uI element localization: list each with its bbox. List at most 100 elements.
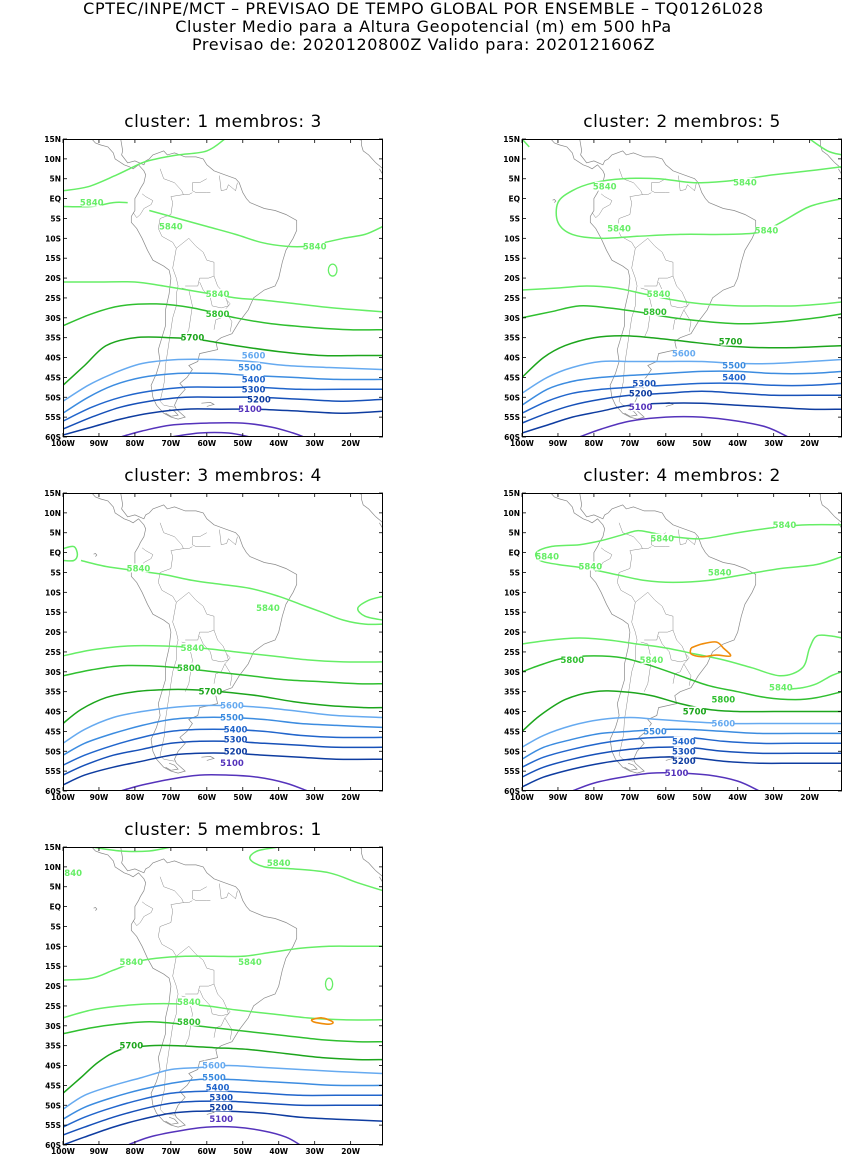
map-panel-cluster-4: 5840 5840 5840 5840 5840 5800 5840 5840 5800 5700… [503,489,842,802]
label-bg [200,686,221,696]
contour-c5840 [63,1002,383,1021]
label-bg [304,241,325,251]
coastline [552,198,557,203]
contour-label: 5400 [242,375,266,385]
contour-label: 5840 [773,521,797,531]
contour-c5400 [63,728,383,766]
lat-label: 20S [504,274,520,283]
lon-label: 100W [51,793,76,802]
lon-label: 70W [621,793,640,802]
lat-label: 55S [45,1121,61,1130]
lon-label: 100W [51,1147,76,1156]
contour-label: 5840 [708,568,732,578]
label-bg [594,181,615,191]
lon-label: 30W [305,793,324,802]
label-bg [673,746,694,756]
contour-label: 5100 [238,405,262,415]
country-border [183,900,193,903]
contour-label: 5500 [643,727,667,737]
lon-label: 30W [764,439,783,448]
label-bg [580,561,601,571]
contour-c5100 [579,415,789,437]
map-svg: 5840 5840 5840 5840 5840 5800 5700 560055005400… [44,843,383,1156]
lat-label: 35S [45,1042,61,1051]
lat-label: 25S [45,648,61,657]
contour-c5300 [63,1100,383,1136]
label-bg [160,221,181,231]
contour-label: 5200 [209,1103,233,1113]
lat-label: EQ [509,549,521,558]
contour-c5840 [63,545,79,562]
contour-label: 5840 [127,564,151,574]
lat-label: 5N [509,175,521,184]
lat-label: 40S [45,1062,61,1071]
map-frame [63,139,383,437]
label-bg [239,404,260,414]
label-bg [63,867,81,877]
lat-label: 5S [50,568,61,577]
lon-label: 20W [800,793,819,802]
lat-label: 30S [45,1022,61,1031]
contour-label: 5300 [632,379,656,389]
contour-c5700 [63,336,383,386]
lat-label: 5S [50,922,61,931]
lat-label: 60S [504,787,520,796]
lat-label: 25S [45,294,61,303]
coastline [550,139,757,420]
country-border [176,237,215,287]
label-bg [211,1102,232,1112]
contour-c5500 [63,372,383,414]
lat-label: 40S [504,708,520,717]
contour-label: 5100 [629,403,653,413]
contour-c5200 [522,402,842,434]
lon-label: 90W [90,1147,109,1156]
country-border [635,237,674,287]
contour-label: 5840 [80,199,104,209]
contour-label: 5200 [224,747,248,757]
country-border [158,876,184,1116]
lat-label: 50S [45,1101,61,1110]
lat-label: 40S [504,354,520,363]
label-bg [630,402,651,412]
lon-label: 60W [197,1147,216,1156]
panel-title-cluster-1: cluster: 1 membros: 3 [124,112,322,132]
country-border [640,641,652,692]
coastline [165,762,179,771]
contour-label: 5100 [220,759,244,769]
lat-label: 10N [503,155,520,164]
header-subtitle: Cluster Medio para a Altura Geopotencial… [175,17,672,36]
contour-label: 5800 [712,696,736,706]
map-svg: 5840584058405800570056005500540053005200… [44,489,383,802]
lat-label: 35S [504,688,520,697]
country-border [635,591,674,641]
country-border [672,299,690,330]
country-border [132,193,154,219]
lon-label: 80W [126,1147,145,1156]
contour-c5400 [63,386,383,422]
lat-label: EQ [50,195,62,204]
lat-label: 40S [45,354,61,363]
lat-label: 35S [504,334,520,343]
lat-label: 25S [45,1002,61,1011]
contour-c5100 [120,421,305,437]
contour-label: 5200 [629,389,653,399]
lon-label: 80W [585,793,604,802]
lon-label: 80W [126,439,145,448]
map-panel-cluster-5: 5840 5840 5840 5840 5840 5800 5700 5600 5500 5400… [44,843,383,1156]
contour-label: 5400 [206,1083,230,1093]
lat-label: 10N [44,155,61,164]
country-border [678,529,697,546]
map-svg: 5840584058405840580057005600550054005300… [44,135,383,448]
lat-label: 15N [503,489,520,498]
contour-label: 5840 [640,656,664,666]
coastline [93,906,98,911]
lat-label: 10S [504,588,520,597]
label-bg [562,654,583,664]
contour-label: 5800 [643,308,667,318]
label-bg [178,996,199,1006]
lon-label: 20W [341,1147,360,1156]
country-border [213,653,231,684]
contour-c5840 [91,847,172,853]
lat-label: 45S [45,1081,61,1090]
contour-label: 5800 [561,656,585,666]
